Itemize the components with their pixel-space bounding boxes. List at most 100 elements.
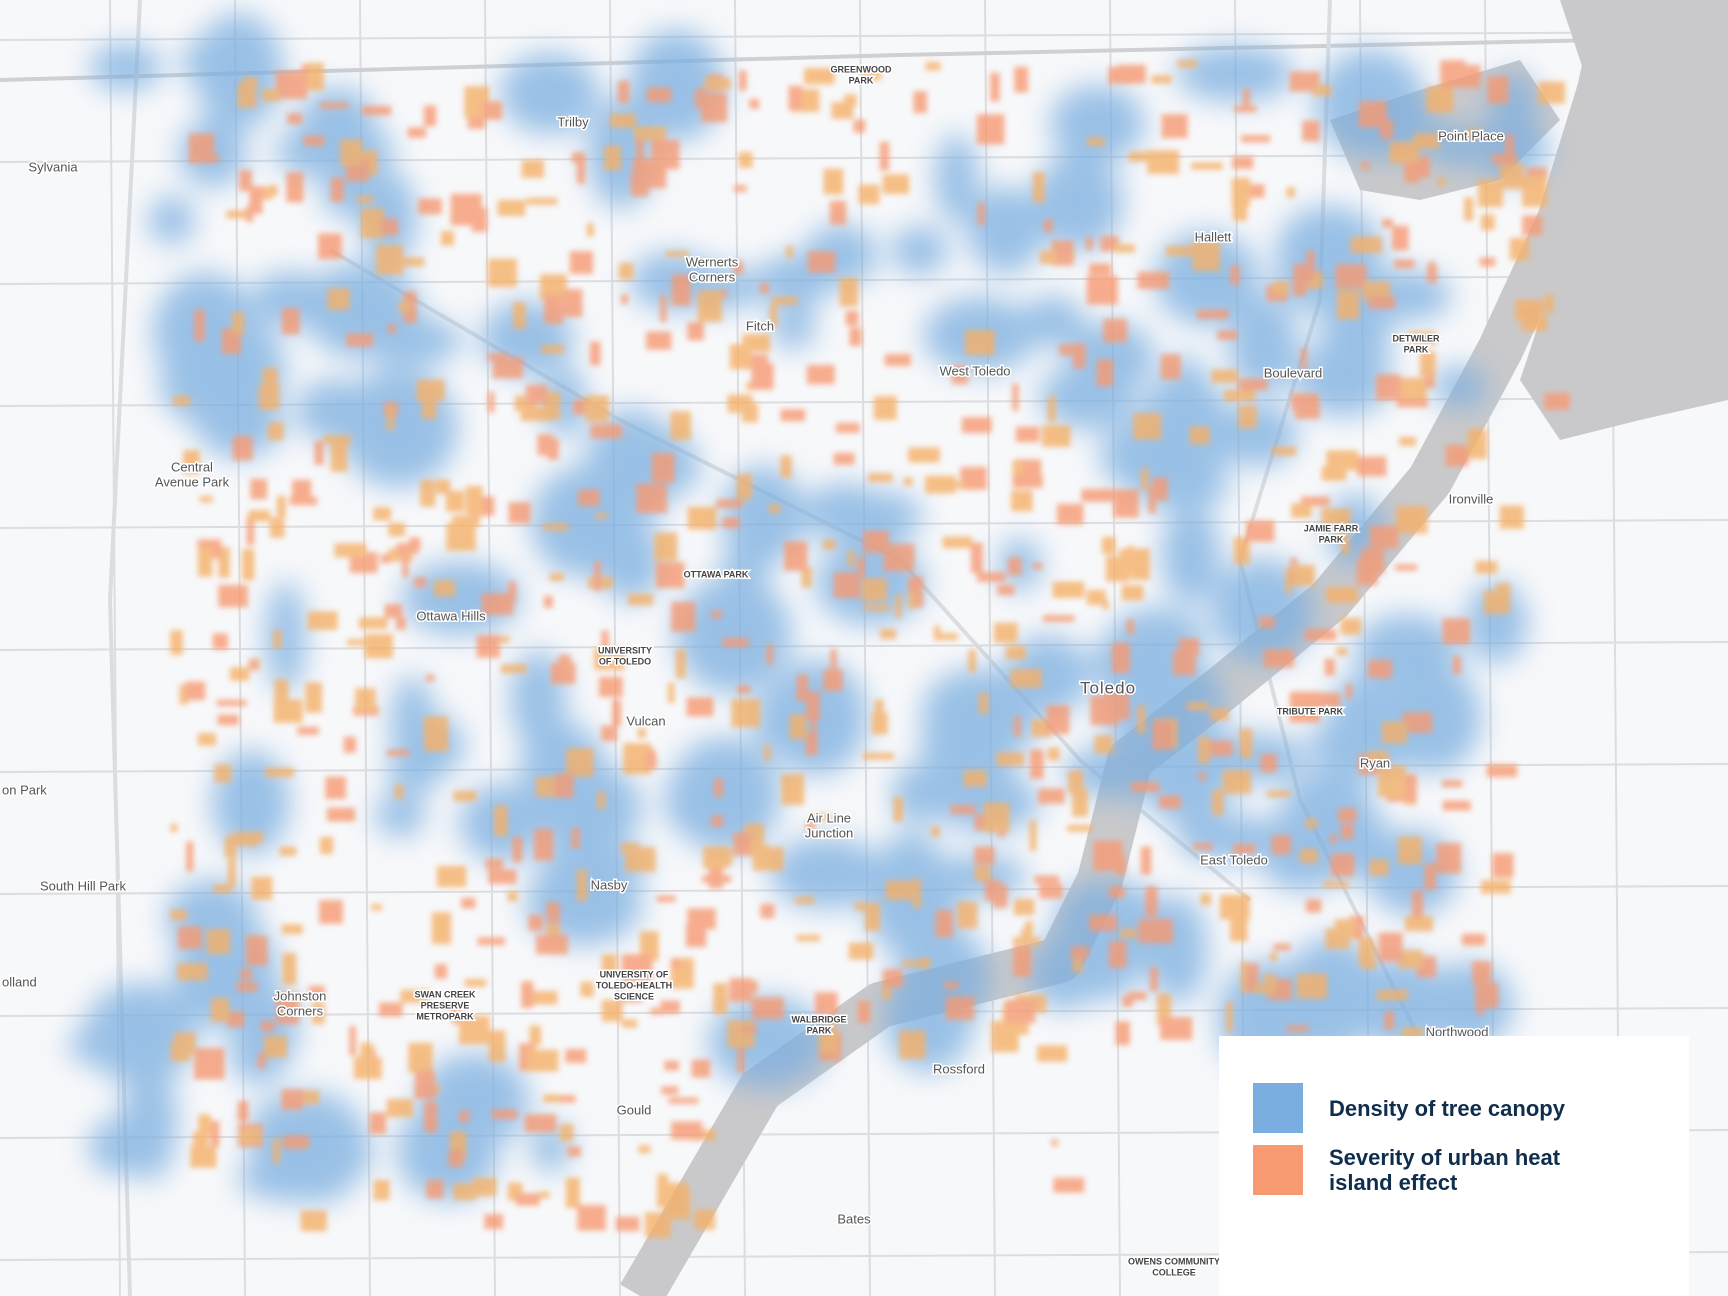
place-label: Hallett: [1195, 229, 1232, 244]
heat-patch: [488, 869, 517, 884]
heat-patch: [1219, 894, 1250, 920]
heat-patch: [216, 699, 247, 707]
heat-patch: [373, 507, 391, 521]
heat-patch: [1271, 835, 1291, 855]
canopy-blob: [121, 1063, 177, 1181]
canopy-blob: [674, 575, 792, 694]
heat-patch: [1232, 156, 1254, 169]
heat-patch: [318, 233, 342, 260]
heat-patch: [1032, 563, 1043, 570]
heat-patch: [1126, 619, 1135, 635]
heat-patch: [188, 133, 215, 164]
heat-patch: [297, 726, 319, 735]
heat-patch: [446, 523, 476, 551]
place-label: SCIENCE: [614, 991, 654, 1001]
heat-patch: [1177, 60, 1198, 68]
heat-patch: [885, 880, 913, 900]
heat-patch: [1305, 899, 1322, 913]
heat-patch: [485, 858, 504, 869]
heat-patch: [1336, 647, 1347, 656]
heat-patch: [1192, 240, 1220, 271]
heat-patch: [440, 230, 455, 246]
heat-patch: [1408, 331, 1437, 345]
heat-patch: [546, 902, 560, 924]
canopy-blob: [934, 133, 979, 223]
heat-patch: [1051, 240, 1074, 266]
heat-patch: [206, 928, 231, 954]
heat-patch: [1289, 71, 1320, 92]
heat-patch: [1350, 236, 1383, 254]
heat-patch: [873, 395, 897, 420]
canopy-blob: [375, 793, 426, 838]
heat-patch: [1150, 967, 1158, 992]
heat-patch: [963, 770, 987, 787]
heat-patch: [508, 581, 517, 604]
heat-patch: [634, 126, 667, 141]
heat-patch: [1128, 151, 1150, 162]
heat-patch: [250, 478, 268, 500]
heat-patch: [1402, 712, 1433, 733]
heat-patch: [538, 1191, 550, 1199]
heat-patch: [788, 85, 803, 110]
heat-patch: [1013, 715, 1021, 737]
place-label: Corners: [277, 1003, 324, 1018]
heat-patch: [550, 662, 576, 684]
heat-patch: [974, 866, 991, 882]
heat-patch: [246, 205, 254, 222]
heat-patch: [543, 595, 553, 608]
place-label: Toledo: [1080, 678, 1136, 697]
heat-patch: [1137, 705, 1146, 734]
heat-patch: [529, 1025, 541, 1046]
heat-patch: [373, 1179, 390, 1201]
heat-patch: [1487, 76, 1509, 104]
heat-patch: [185, 681, 206, 701]
heat-patch: [1367, 750, 1389, 764]
heat-patch: [780, 409, 806, 422]
heat-patch: [327, 288, 350, 310]
heat-patch: [1198, 772, 1206, 781]
heat-patch: [212, 633, 228, 650]
legend-swatch: [1253, 1083, 1303, 1133]
heat-patch: [597, 791, 606, 809]
heat-patch: [1198, 736, 1210, 764]
heat-patch: [733, 261, 744, 275]
heat-patch: [292, 479, 312, 498]
heat-patch: [236, 981, 258, 992]
heat-patch: [733, 832, 751, 856]
place-label: Wernerts: [686, 254, 739, 269]
heat-patch: [248, 510, 271, 522]
heat-patch: [1326, 450, 1359, 471]
heat-patch: [1544, 392, 1570, 410]
heat-patch: [1116, 855, 1126, 876]
heat-patch: [908, 447, 940, 463]
canopy-blob: [419, 1053, 530, 1148]
heat-patch: [1056, 503, 1084, 525]
heat-patch: [675, 649, 686, 679]
heat-patch: [1004, 999, 1036, 1024]
heat-patch: [521, 159, 545, 178]
heat-patch: [1067, 824, 1093, 832]
heat-patch: [1445, 444, 1469, 467]
heat-patch: [771, 296, 798, 305]
heat-patch: [267, 422, 284, 441]
heat-patch: [713, 778, 724, 798]
heat-patch: [1270, 952, 1277, 962]
heat-patch: [738, 152, 753, 168]
heat-patch: [1341, 823, 1354, 840]
heat-patch: [458, 1015, 490, 1045]
heat-patch: [1109, 886, 1125, 899]
heat-patch: [289, 496, 318, 506]
canopy-blob: [148, 196, 196, 245]
heat-patch: [650, 1007, 664, 1015]
heat-patch: [227, 1011, 245, 1028]
heat-patch: [861, 578, 887, 602]
place-label: Nasby: [591, 877, 628, 892]
heat-patch: [722, 517, 740, 529]
heat-patch: [1305, 629, 1337, 641]
canopy-blob: [891, 764, 948, 825]
heat-patch: [784, 541, 808, 571]
heat-patch: [701, 93, 728, 123]
heat-patch: [729, 978, 753, 1002]
heat-patch: [263, 1035, 288, 1058]
heat-patch: [1103, 318, 1128, 343]
